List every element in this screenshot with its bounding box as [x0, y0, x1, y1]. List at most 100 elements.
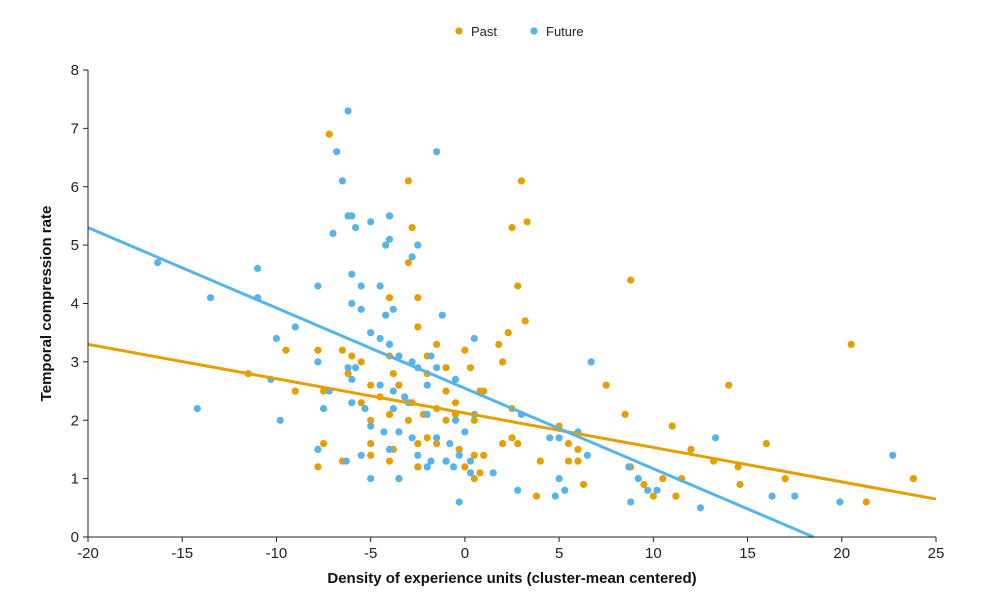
past-point-6 — [408, 224, 416, 232]
past-point-8 — [404, 259, 412, 267]
future-point-1 — [333, 148, 341, 156]
past-point-57 — [514, 440, 522, 448]
past-point-87 — [659, 475, 667, 483]
future-point-88 — [551, 492, 559, 500]
y-tick-label: 4 — [71, 296, 79, 313]
past-point-23 — [433, 340, 441, 348]
future-point-11 — [385, 235, 394, 243]
future-point-42 — [348, 375, 356, 383]
future-point-67 — [342, 457, 350, 465]
past-point-25 — [495, 340, 503, 348]
future-point-25 — [389, 305, 397, 313]
past-point-69 — [480, 451, 488, 459]
future-point-71 — [427, 457, 435, 465]
future-point-73 — [455, 451, 463, 459]
future-point-38 — [427, 352, 435, 360]
future-point-23 — [357, 305, 365, 313]
future-point-76 — [367, 475, 375, 483]
past-legend-label: Past — [471, 24, 497, 39]
past-point-81 — [461, 463, 469, 471]
future-point-24 — [382, 311, 390, 319]
future-point-54 — [389, 405, 397, 413]
past-point-17 — [314, 346, 322, 354]
future-point-59 — [367, 422, 375, 430]
future-point-96 — [653, 486, 661, 494]
future-point-79 — [450, 463, 458, 471]
future-point-93 — [634, 475, 642, 483]
past-point-71 — [564, 440, 573, 448]
past-point-75 — [314, 463, 322, 471]
past-point-27 — [389, 370, 397, 378]
x-tick-label: -10 — [266, 545, 288, 562]
past-point-7 — [514, 282, 522, 290]
future-point-85 — [583, 451, 592, 459]
past-point-26 — [344, 370, 352, 378]
past-trend-line — [87, 342, 937, 501]
y-tick-label: 6 — [71, 179, 79, 196]
past-point-16 — [282, 346, 290, 354]
past-point-72 — [574, 445, 582, 453]
past-point-50 — [385, 410, 394, 418]
past-point-65 — [423, 434, 431, 442]
future-point-80 — [466, 469, 475, 477]
future-point-0 — [344, 107, 352, 115]
past-point-85 — [574, 457, 582, 465]
future-point-30 — [385, 340, 394, 348]
future-point-72 — [442, 457, 450, 465]
past-point-24 — [461, 346, 469, 354]
future-point-7 — [385, 212, 394, 220]
future-point-35 — [352, 364, 360, 372]
x-axis-title: Density of experience units (cluster-mea… — [327, 570, 696, 587]
future-point-28 — [367, 329, 375, 337]
past-point-60 — [668, 422, 676, 430]
future-point-49 — [193, 405, 201, 413]
future-point-77 — [395, 475, 403, 483]
future-series — [154, 107, 897, 512]
future-point-8 — [352, 224, 360, 232]
future-point-70 — [414, 451, 422, 459]
past-point-15 — [504, 329, 512, 337]
past-point-70 — [508, 434, 516, 442]
past-point-68 — [470, 451, 478, 459]
legend: Past Future — [455, 24, 584, 39]
future-point-27 — [291, 323, 299, 331]
future-point-51 — [320, 405, 328, 413]
x-tick-label: 25 — [928, 545, 945, 562]
past-point-62 — [367, 440, 375, 448]
y-axis-title: Temporal compression rate — [38, 206, 55, 402]
x-tick-label: 5 — [555, 545, 563, 562]
past-point-33 — [367, 381, 375, 389]
past-point-93 — [532, 492, 541, 500]
past-point-53 — [442, 416, 450, 424]
past-point-47 — [847, 340, 855, 348]
past-point-73 — [687, 445, 695, 453]
future-point-57 — [451, 416, 460, 424]
past-point-97 — [672, 492, 680, 500]
future-point-83 — [555, 434, 563, 442]
past-series — [244, 130, 918, 506]
past-point-100 — [862, 498, 870, 506]
future-legend-label: Future — [546, 24, 584, 39]
past-point-61 — [320, 440, 328, 448]
past-point-59 — [621, 410, 629, 418]
future-point-34 — [344, 364, 352, 372]
past-point-51 — [404, 416, 412, 424]
past-point-32 — [320, 387, 328, 395]
future-point-92 — [625, 463, 633, 471]
past-point-78 — [385, 457, 394, 465]
past-point-95 — [640, 480, 648, 489]
past-point-20 — [357, 358, 365, 366]
future-point-82 — [546, 434, 554, 442]
x-tick-label: -15 — [171, 545, 193, 562]
past-point-67 — [455, 445, 463, 453]
past-point-99 — [781, 475, 789, 483]
x-tick-label: 20 — [833, 545, 850, 562]
past-point-2 — [517, 177, 526, 185]
past-point-84 — [564, 457, 573, 465]
x-tick-label: -20 — [77, 545, 99, 562]
future-point-5 — [344, 212, 352, 220]
past-point-38 — [357, 399, 365, 407]
y-tick-label: 8 — [71, 62, 79, 79]
future-point-33 — [314, 358, 322, 366]
future-point-91 — [455, 498, 463, 506]
